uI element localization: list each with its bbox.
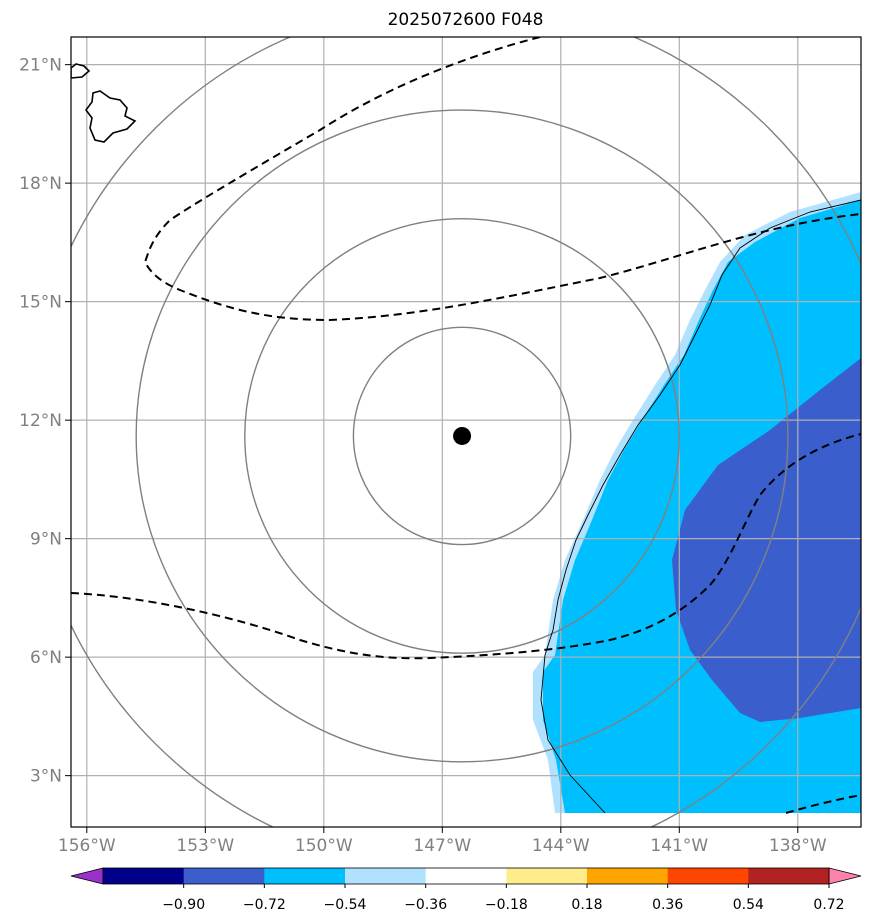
longitude-axis: 156°W 153°W 150°W 147°W 144°W 141°W 138°W	[58, 827, 827, 856]
lat-tick-label: 12°N	[19, 411, 62, 431]
colorbar-segment	[587, 868, 668, 884]
colorbar-level-label: −0.54	[324, 897, 367, 913]
colorbar-segment	[184, 868, 265, 884]
colorbar-segment	[103, 868, 184, 884]
colorbar-segment	[426, 868, 507, 884]
lat-tick-label: 18°N	[19, 174, 62, 194]
lon-tick-label: 147°W	[413, 836, 471, 856]
colorbar-segment	[506, 868, 587, 884]
lon-tick-label: 153°W	[176, 836, 234, 856]
colorbar-extend-high	[829, 868, 861, 884]
colorbar: −0.90 −0.72 −0.54 −0.36 −0.18 0.18 0.36 0.54 0.7…	[71, 868, 873, 913]
colorbar-level-label: 0.54	[733, 897, 764, 913]
colorbar-extend-low	[71, 868, 103, 884]
colorbar-segment	[345, 868, 426, 884]
latitude-axis: 21°N 18°N 15°N 12°N 9°N 6°N 3°N	[19, 56, 71, 787]
colorbar-segment	[264, 868, 345, 884]
colorbar-level-label: −0.36	[404, 897, 447, 913]
colorbar-level-label: 0.36	[652, 897, 683, 913]
lat-tick-label: 15°N	[19, 293, 62, 313]
lat-tick-label: 9°N	[30, 530, 62, 550]
colorbar-level-label: 0.72	[813, 897, 844, 913]
lat-tick-label: 3°N	[30, 767, 62, 787]
colorbar-segment	[668, 868, 749, 884]
lon-tick-label: 138°W	[769, 836, 827, 856]
colorbar-level-label: −0.72	[243, 897, 286, 913]
colorbar-segment	[748, 868, 829, 884]
colorbar-level-label: −0.18	[485, 897, 528, 913]
lon-tick-label: 141°W	[650, 836, 708, 856]
lon-tick-label: 144°W	[532, 836, 590, 856]
lat-tick-label: 6°N	[30, 648, 62, 668]
lon-tick-label: 156°W	[58, 836, 116, 856]
map-figure: 156°W 153°W 150°W 147°W 144°W 141°W 138°W 21°N…	[0, 0, 873, 924]
storm-center-marker	[453, 427, 471, 445]
lat-tick-label: 21°N	[19, 56, 62, 76]
colorbar-level-label: 0.18	[571, 897, 602, 913]
map-panel	[28, 1, 873, 870]
lon-tick-label: 150°W	[295, 836, 353, 856]
colorbar-level-label: −0.90	[162, 897, 205, 913]
